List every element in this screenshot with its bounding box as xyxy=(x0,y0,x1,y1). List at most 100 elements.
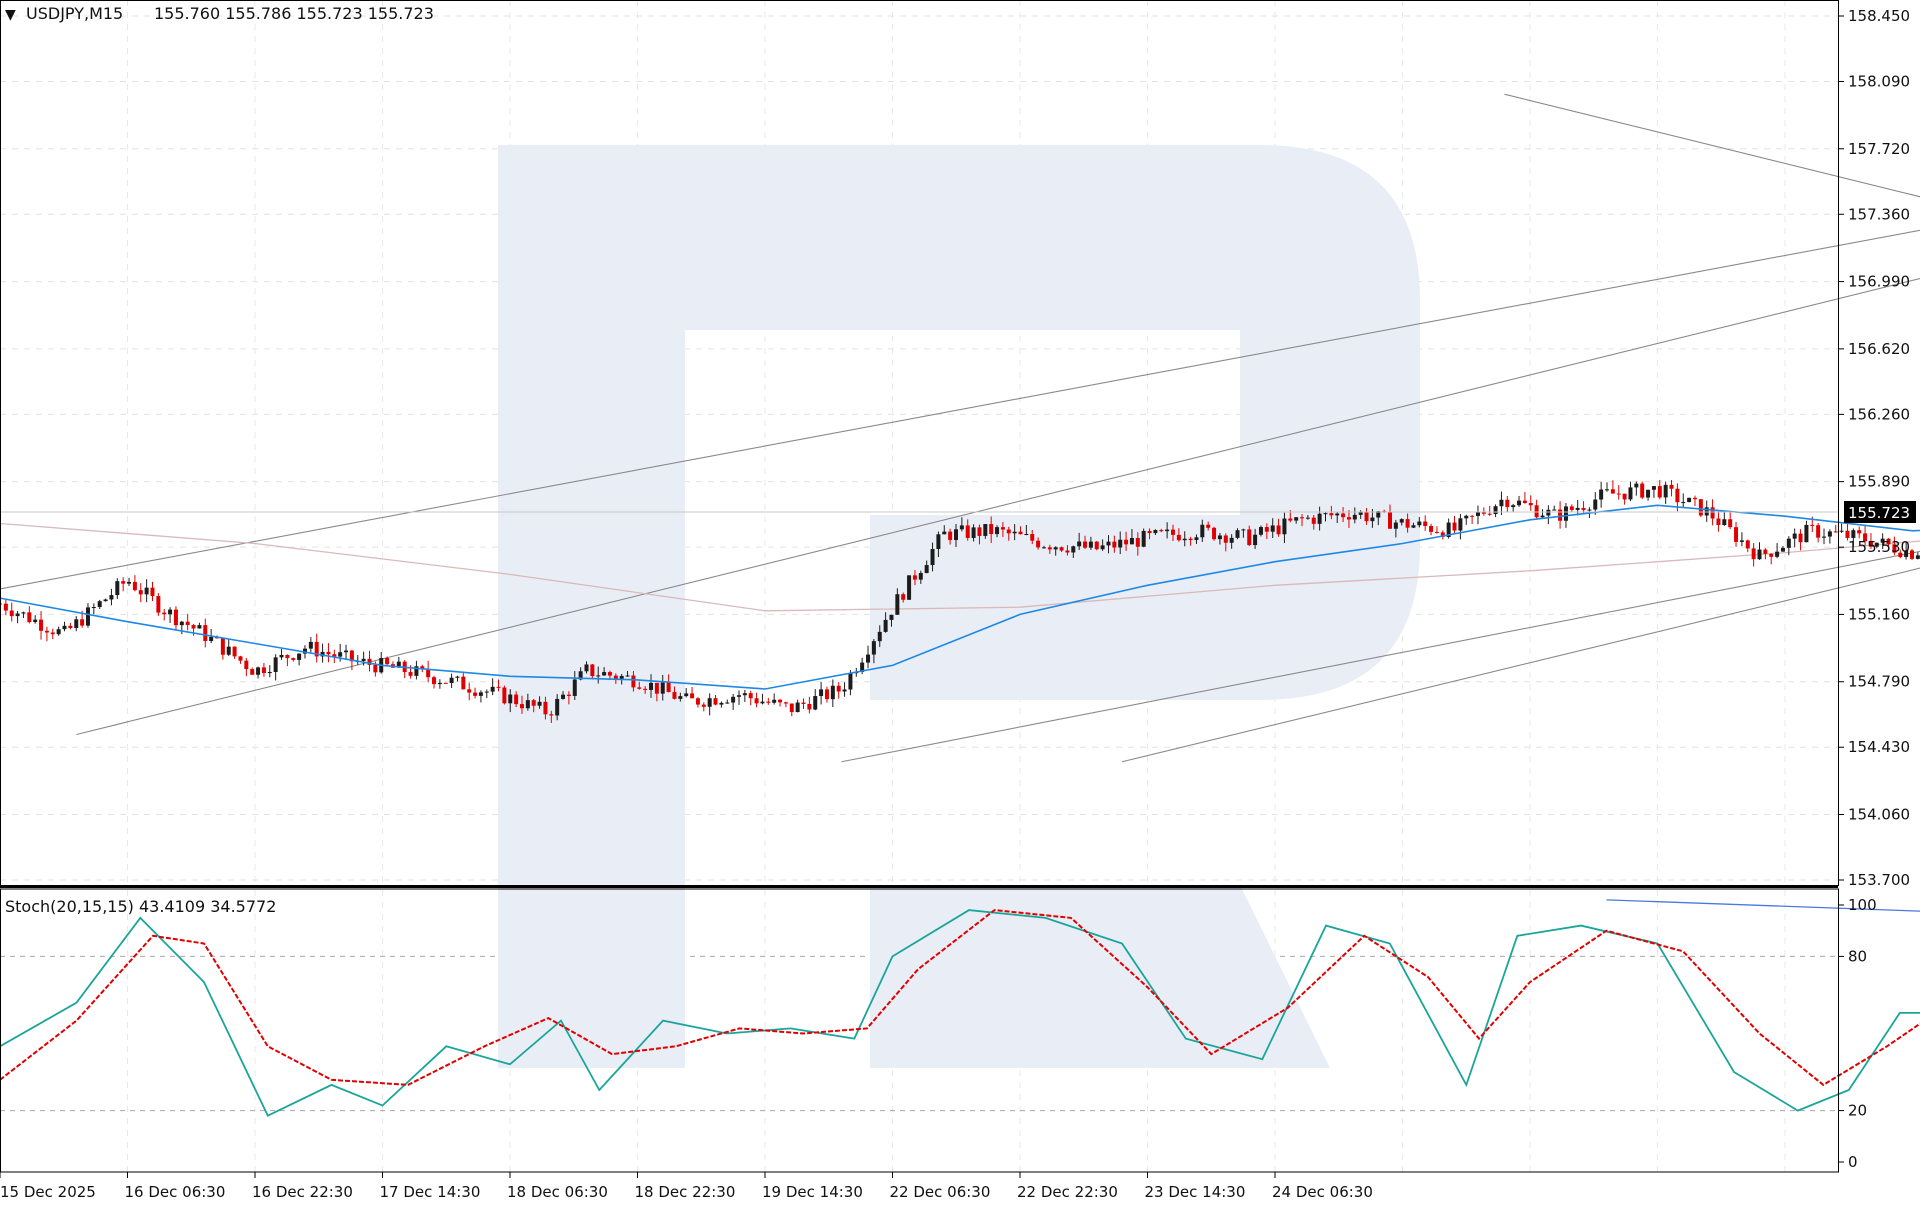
candle-body xyxy=(1235,530,1240,538)
candle-body xyxy=(1517,500,1522,506)
candle-body xyxy=(50,632,55,635)
stochastic-axis-label: 80 xyxy=(1848,947,1867,965)
stochastic-pane[interactable] xyxy=(0,899,1920,1152)
candle-body xyxy=(766,701,771,703)
candle-body xyxy=(1423,521,1428,527)
candle-body xyxy=(561,694,566,699)
candle-body xyxy=(596,675,601,677)
candle-body xyxy=(1153,530,1158,534)
candle-body xyxy=(1212,527,1217,540)
candle-body xyxy=(1780,547,1785,552)
candle-body xyxy=(1839,530,1844,532)
watermark-logo xyxy=(498,145,1420,1068)
candle-body xyxy=(250,669,255,675)
candle-body xyxy=(1282,518,1287,535)
candle-body xyxy=(1915,555,1920,559)
candle-body xyxy=(778,699,783,703)
candle-body xyxy=(742,693,747,696)
candle-body xyxy=(1000,527,1005,530)
price-axis-label: 154.790 xyxy=(1848,673,1910,691)
candle-body xyxy=(1100,545,1105,550)
candle-body xyxy=(701,704,706,707)
candle-body xyxy=(643,688,648,690)
candle-body xyxy=(789,703,794,713)
candle-body xyxy=(1728,519,1733,528)
price-axis-label: 158.090 xyxy=(1848,72,1910,90)
candle-body xyxy=(1575,507,1580,510)
candle-body xyxy=(1229,537,1234,543)
price-axis-label: 155.890 xyxy=(1848,473,1910,491)
candle-body xyxy=(1581,507,1586,511)
candle-body xyxy=(1352,514,1357,520)
candle-body xyxy=(912,575,917,580)
candle-body xyxy=(848,673,853,690)
watermark-leg xyxy=(870,885,1330,1068)
candle-body xyxy=(713,698,718,705)
candle-body xyxy=(1012,531,1017,534)
candle-body xyxy=(1475,512,1480,516)
candle-body xyxy=(1909,550,1914,559)
candle-body xyxy=(1552,509,1557,511)
candle-body xyxy=(1147,530,1152,534)
candle-body xyxy=(285,654,290,659)
candle-body xyxy=(209,636,214,642)
candle-body xyxy=(385,658,390,665)
candle-body xyxy=(121,581,126,584)
candle-body xyxy=(1364,512,1369,522)
candle-body xyxy=(9,610,14,617)
candle-body xyxy=(15,613,20,617)
candle-body xyxy=(1775,551,1780,557)
stochastic-signal-line xyxy=(0,909,1920,1087)
candle-body xyxy=(866,654,871,663)
candle-body xyxy=(1288,518,1293,521)
candle-body xyxy=(871,641,876,655)
candle-body xyxy=(1253,534,1258,546)
candle-body xyxy=(1270,525,1275,532)
candle-body xyxy=(1904,550,1909,557)
candle-body xyxy=(226,646,231,655)
price-axis-label: 155.530 xyxy=(1848,538,1910,556)
candle-body xyxy=(690,693,695,699)
candle-body xyxy=(455,676,460,678)
candle-body xyxy=(1241,529,1246,531)
candle-body xyxy=(1200,524,1205,538)
candle-body xyxy=(396,661,401,668)
candle-body xyxy=(936,534,941,549)
candle-body xyxy=(1863,533,1868,542)
candle-body xyxy=(267,672,272,674)
candle-body xyxy=(1024,534,1029,536)
trendline xyxy=(76,277,1920,736)
candle-body xyxy=(566,694,571,696)
candle-body xyxy=(830,685,835,700)
candle-body xyxy=(1804,524,1809,543)
candle-body xyxy=(555,698,560,716)
candle-body xyxy=(924,565,929,574)
candle-body xyxy=(502,687,507,704)
candle-body xyxy=(1816,525,1821,538)
candle-body xyxy=(332,654,337,657)
candle-body xyxy=(1628,487,1633,500)
trendline xyxy=(0,229,1920,590)
candle-body xyxy=(1540,515,1545,518)
candle-body xyxy=(1030,534,1035,541)
candle-body xyxy=(1593,499,1598,510)
candle-body xyxy=(420,666,425,669)
candle-body xyxy=(1886,538,1891,545)
candle-body xyxy=(297,653,302,660)
candle-body xyxy=(1481,512,1486,514)
candle-body xyxy=(748,693,753,699)
candle-body xyxy=(244,660,249,670)
candle-body xyxy=(1434,531,1439,533)
candle-body xyxy=(525,700,530,709)
price-axis-label: 156.260 xyxy=(1848,405,1910,423)
candle-body xyxy=(197,625,202,629)
candle-body xyxy=(97,601,102,608)
candle-body xyxy=(238,656,243,661)
price-pane[interactable] xyxy=(0,89,1920,763)
candle-body xyxy=(27,612,32,623)
candle-body xyxy=(1053,547,1058,550)
candle-body xyxy=(1446,522,1451,537)
candle-body xyxy=(103,599,108,602)
candle-body xyxy=(1739,540,1744,542)
